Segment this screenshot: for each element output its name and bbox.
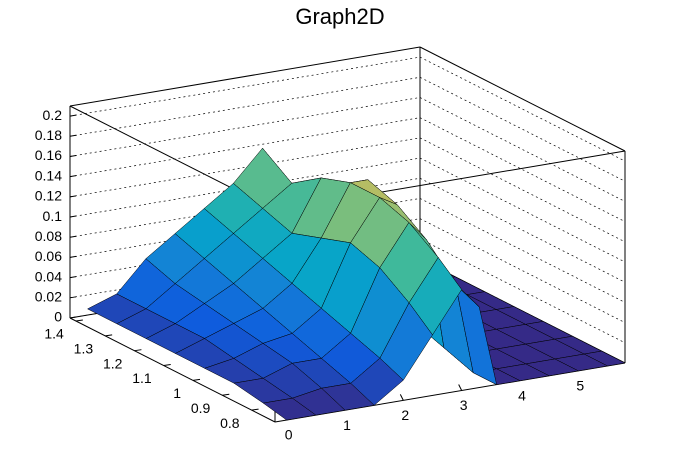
x-tick-label: 3 — [460, 397, 468, 413]
y-tick — [163, 364, 171, 367]
grid-line — [419, 238, 626, 344]
y-tick — [75, 319, 83, 322]
box-edge — [69, 317, 276, 423]
z-tick — [69, 235, 77, 238]
z-tick-label: 0.2 — [43, 107, 63, 123]
y-tick — [192, 378, 201, 381]
z-tick-label: 0 — [54, 309, 62, 325]
z-tick-label: 0.14 — [35, 167, 62, 183]
x-tick-label: 0 — [285, 427, 293, 443]
z-tick-label: 0.02 — [35, 289, 62, 305]
y-tick — [105, 334, 113, 337]
y-tick — [222, 393, 230, 396]
grid-line — [419, 177, 626, 283]
y-tick — [251, 408, 259, 411]
grid-line — [69, 56, 421, 117]
z-tick — [69, 276, 77, 279]
x-tick — [458, 384, 463, 391]
z-tick — [69, 195, 77, 198]
grid-line — [419, 76, 626, 182]
x-tick-label: 5 — [576, 378, 584, 394]
y-tick-label: 1.2 — [103, 355, 123, 371]
z-tick-label: 0.08 — [35, 228, 62, 244]
z-tick — [69, 114, 77, 117]
grid-line — [69, 117, 421, 178]
chart-title: Graph2D — [295, 4, 384, 29]
y-tick-label: 1.1 — [132, 370, 152, 386]
y-tick-label: 1.3 — [74, 341, 94, 357]
grid-line — [419, 97, 626, 202]
z-tick-label: 0.12 — [35, 188, 62, 204]
y-tick-label: 0.8 — [220, 415, 240, 431]
x-tick-label: 1 — [343, 417, 351, 433]
y-tick-label: 0.9 — [191, 400, 211, 416]
y-tick-label: 1.4 — [44, 326, 64, 342]
z-tick-label: 0.18 — [35, 127, 62, 143]
z-tick — [69, 175, 77, 178]
z-tick-label: 0.16 — [35, 147, 62, 163]
z-tick — [69, 316, 77, 319]
grid-line — [419, 56, 626, 162]
grid-line — [419, 117, 626, 222]
x-tick-label: 4 — [518, 387, 526, 403]
z-tick — [69, 154, 77, 157]
grid-line — [69, 76, 421, 137]
grid-line — [419, 137, 626, 243]
box-edge — [69, 46, 421, 107]
z-tick — [69, 134, 77, 137]
grid-line — [419, 218, 626, 323]
z-tick — [69, 296, 77, 299]
y-tick-label: 1 — [173, 385, 181, 401]
z-tick-label: 0.06 — [35, 248, 62, 264]
surface-cell — [262, 397, 317, 421]
z-tick-label: 0.04 — [35, 268, 62, 284]
y-tick — [134, 349, 142, 352]
grid-line — [69, 157, 421, 218]
z-tick-label: 0.1 — [43, 208, 63, 224]
grid-line — [69, 137, 421, 198]
grid-line — [69, 97, 421, 157]
box-edge — [419, 46, 626, 152]
x-tick-label: 2 — [401, 407, 409, 423]
z-tick — [69, 255, 77, 258]
z-tick — [69, 215, 77, 218]
grid-line — [419, 157, 626, 263]
x-tick — [399, 394, 404, 401]
grid-line — [419, 198, 626, 303]
